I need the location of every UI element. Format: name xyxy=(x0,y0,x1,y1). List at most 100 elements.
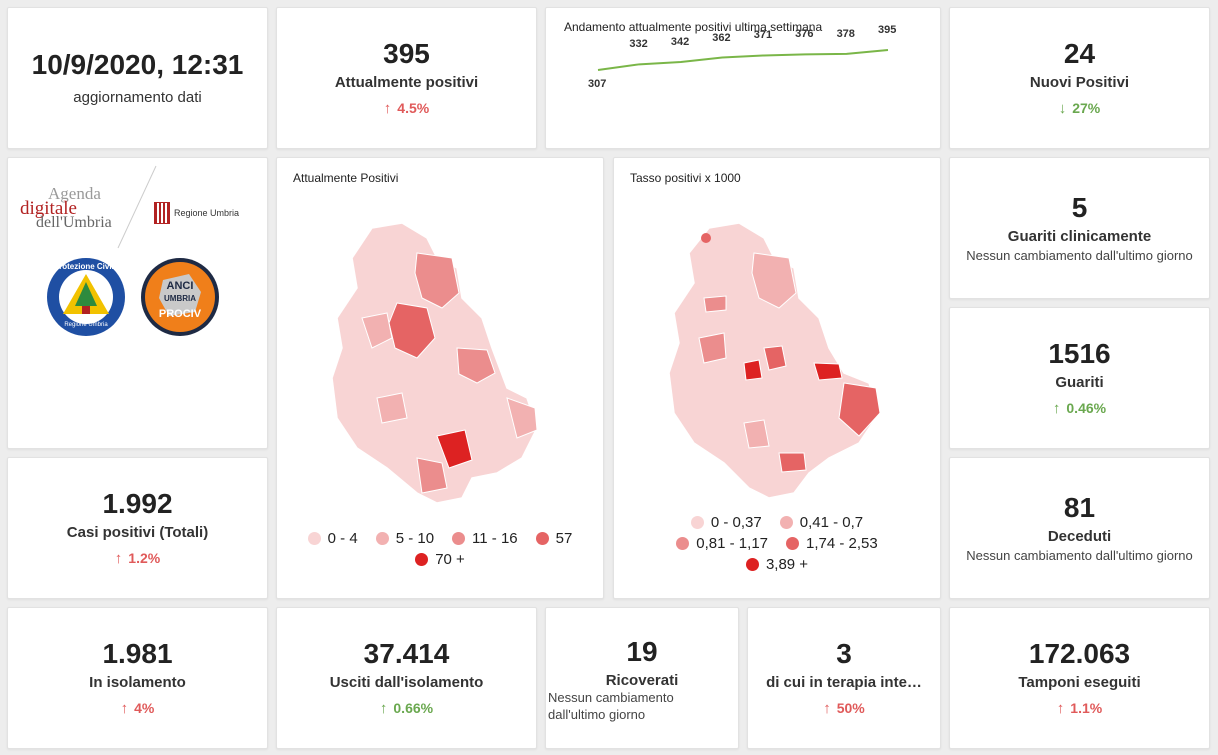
delta-value: 4% xyxy=(134,700,155,717)
legend-item[interactable]: 3,89 + xyxy=(745,556,809,573)
delta-value: 0.66% xyxy=(393,700,434,717)
legend-label: 0,81 - 1,17 xyxy=(696,535,768,552)
guariti-label: Guariti xyxy=(1055,373,1104,391)
legend-label: 70 + xyxy=(435,551,465,568)
legend-item[interactable]: 0 - 4 xyxy=(307,530,358,547)
ricoverati-sub: Nessun cambiamento dall'ultimo giorno xyxy=(548,690,674,722)
trend-title: Andamento attualmente positivi ultima se… xyxy=(564,20,823,34)
usciti-label: Usciti dall'isolamento xyxy=(329,673,484,691)
ricoverati-card[interactable]: 19 Ricoverati Nessun cambiamento dall'ul… xyxy=(545,607,739,749)
tamponi-label: Tamponi eseguiti xyxy=(1018,673,1141,691)
legend-dot-icon xyxy=(535,532,549,545)
trend-card[interactable]: Andamento attualmente positivi ultima se… xyxy=(545,7,941,149)
terapia-label: di cui in terapia inte… xyxy=(766,673,922,691)
regione-emblem-icon xyxy=(154,202,170,224)
map-positivi-card[interactable]: Attualmente Positivi 0 - 4 5 - 10 11 - 16 5… xyxy=(276,157,604,599)
update-datetime: 10/9/2020, 12:31 xyxy=(31,49,244,80)
guariti-card[interactable]: 1516 Guariti ↑ 0.46% xyxy=(949,307,1210,449)
isolamento-delta: ↑ 4% xyxy=(121,700,155,717)
nuovi-positivi-card[interactable]: 24 Nuovi Positivi ↓ 27% xyxy=(949,7,1210,149)
deceduti-sub: Nessun cambiamento dall'ultimo giorno xyxy=(966,547,1193,563)
agenda-line1: Agenda xyxy=(48,184,101,203)
usciti-delta: ↑ 0.66% xyxy=(380,700,433,717)
trend-point-label: 307 xyxy=(588,78,607,90)
deceduti-label: Deceduti xyxy=(1047,527,1112,545)
anci-umbria-prociv-logo xyxy=(141,258,219,336)
ricoverati-label: Ricoverati xyxy=(605,672,679,689)
tamponi-delta: ↑ 1.1% xyxy=(1057,700,1102,717)
arrow-up-icon: ↑ xyxy=(1052,399,1061,417)
trend-line-chart xyxy=(597,49,889,71)
divider-line xyxy=(117,165,157,249)
delta-value: 1.2% xyxy=(128,550,161,567)
tamponi-card[interactable]: 172.063 Tamponi eseguiti ↑ 1.1% xyxy=(949,607,1210,749)
arrow-down-icon: ↓ xyxy=(1058,99,1067,117)
legend-label: 11 - 16 xyxy=(472,530,518,547)
legend-item[interactable]: 0,81 - 1,17 xyxy=(676,535,768,552)
legend-item[interactable]: 0 - 0,37 xyxy=(690,514,762,531)
map-tasso-card[interactable]: Tasso positivi x 1000 0 - 0,37 0,41 - 0,7… xyxy=(613,157,941,599)
terapia-card[interactable]: 3 di cui in terapia inte… ↑ 50% xyxy=(747,607,941,749)
casi-totali-delta: ↑ 1.2% xyxy=(115,550,160,567)
logos-card: Agenda digitale dell'Umbria Regione Umbr… xyxy=(7,157,268,449)
casi-totali-value: 1.992 xyxy=(102,488,173,520)
anci-line2: UMBRIA xyxy=(164,294,196,303)
umbria-map-positivi[interactable] xyxy=(277,198,604,558)
arrow-up-icon: ↑ xyxy=(120,699,129,717)
attualmente-positivi-card[interactable]: 395 Attualmente positivi ↑ 4.5% xyxy=(276,7,537,149)
nuovi-positivi-delta: ↓ 27% xyxy=(1059,100,1101,117)
map-tasso-legend: 0 - 0,37 0,41 - 0,7 0,81 - 1,17 1,74 - 2,53… xyxy=(614,514,940,573)
legend-dot-icon xyxy=(786,537,799,550)
legend-label: 0,41 - 0,7 xyxy=(799,514,864,531)
trend-point-label: 332 xyxy=(629,38,648,51)
update-label: aggiornamento dati xyxy=(73,89,202,106)
isolamento-card[interactable]: 1.981 In isolamento ↑ 4% xyxy=(7,607,268,749)
legend-item[interactable]: 1,74 - 2,53 xyxy=(786,535,878,552)
tamponi-value: 172.063 xyxy=(1028,638,1131,670)
update-card: 10/9/2020, 12:31 aggiornamento dati xyxy=(7,7,268,149)
delta-value: 4.5% xyxy=(397,100,430,117)
map-positivi-legend: 0 - 4 5 - 10 11 - 16 57 70 + xyxy=(277,530,603,568)
trend-point-label: 342 xyxy=(670,36,690,49)
arrow-up-icon: ↑ xyxy=(823,699,831,717)
protezione-civile-logo xyxy=(47,258,125,336)
legend-item[interactable]: 0,41 - 0,7 xyxy=(779,514,864,531)
agenda-line2: digitale xyxy=(20,198,77,219)
arrow-up-icon: ↑ xyxy=(383,99,392,117)
legend-dot-icon xyxy=(452,532,466,545)
trend-point-label: 362 xyxy=(712,31,731,44)
legend-item[interactable]: 70 + xyxy=(415,551,465,568)
delta-value: 1.1% xyxy=(1070,700,1103,717)
legend-dot-icon xyxy=(415,553,429,566)
arrow-up-icon: ↑ xyxy=(379,699,388,717)
legend-item[interactable]: 5 - 10 xyxy=(375,530,435,547)
isolamento-value: 1.981 xyxy=(102,638,173,670)
terapia-delta: ↑ 50% xyxy=(823,700,865,717)
legend-item[interactable]: 11 - 16 xyxy=(452,530,518,547)
umbria-map-tasso[interactable] xyxy=(614,198,941,538)
agenda-line3: dell'Umbria xyxy=(36,214,112,231)
legend-dot-icon xyxy=(690,516,704,529)
regione-label: Regione Umbria xyxy=(174,208,240,218)
map-tasso-title: Tasso positivi x 1000 xyxy=(630,171,741,185)
guariti-clinicamente-card[interactable]: 5 Guariti clinicamente Nessun cambiament… xyxy=(949,157,1210,299)
legend-dot-icon xyxy=(676,537,690,550)
legend-label: 0 - 0,37 xyxy=(710,514,762,531)
arrow-up-icon: ↑ xyxy=(114,549,123,567)
trend-point-label: 376 xyxy=(795,28,814,41)
legend-label: 0 - 4 xyxy=(327,530,358,547)
usciti-card[interactable]: 37.414 Usciti dall'isolamento ↑ 0.66% xyxy=(276,607,537,749)
legend-label: 3,89 + xyxy=(765,556,809,573)
delta-value: 27% xyxy=(1072,100,1101,117)
legend-label: 5 - 10 xyxy=(395,530,435,547)
deceduti-value: 81 xyxy=(1063,491,1096,523)
deceduti-card[interactable]: 81 Deceduti Nessun cambiamento dall'ulti… xyxy=(949,457,1210,599)
legend-label: 57 xyxy=(555,530,573,547)
ricoverati-value: 19 xyxy=(626,636,658,667)
anci-line1: ANCI xyxy=(166,280,194,292)
map-positivi-title: Attualmente Positivi xyxy=(293,171,399,185)
legend-item[interactable]: 57 xyxy=(535,530,573,547)
casi-totali-label: Casi positivi (Totali) xyxy=(66,523,209,541)
casi-totali-card[interactable]: 1.992 Casi positivi (Totali) ↑ 1.2% xyxy=(7,457,268,599)
protezione-bottom-label: Regione Umbria xyxy=(64,322,108,328)
